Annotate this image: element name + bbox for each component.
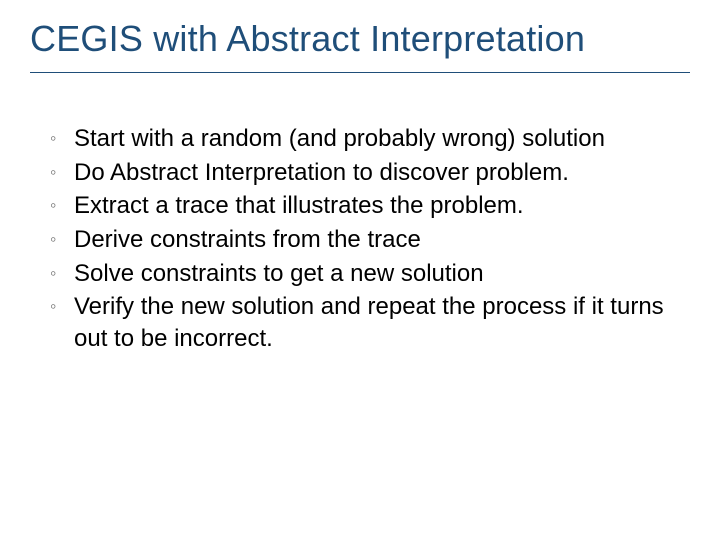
slide-title: CEGIS with Abstract Interpretation <box>30 18 690 70</box>
bullet-list: ◦ Start with a random (and probably wron… <box>30 123 690 355</box>
bullet-text: Start with a random (and probably wrong)… <box>74 123 670 155</box>
list-item: ◦ Derive constraints from the trace <box>50 224 670 256</box>
bullet-marker-icon: ◦ <box>50 258 74 286</box>
list-item: ◦ Solve constraints to get a new solutio… <box>50 258 670 290</box>
bullet-text: Solve constraints to get a new solution <box>74 258 670 290</box>
bullet-text: Extract a trace that illustrates the pro… <box>74 190 670 222</box>
bullet-marker-icon: ◦ <box>50 224 74 252</box>
list-item: ◦ Start with a random (and probably wron… <box>50 123 670 155</box>
bullet-text: Do Abstract Interpretation to discover p… <box>74 157 670 189</box>
list-item: ◦ Verify the new solution and repeat the… <box>50 291 670 354</box>
bullet-marker-icon: ◦ <box>50 291 74 319</box>
bullet-text: Derive constraints from the trace <box>74 224 670 256</box>
list-item: ◦ Extract a trace that illustrates the p… <box>50 190 670 222</box>
bullet-marker-icon: ◦ <box>50 123 74 151</box>
bullet-text: Verify the new solution and repeat the p… <box>74 291 670 354</box>
bullet-marker-icon: ◦ <box>50 157 74 185</box>
title-underline <box>30 72 690 73</box>
list-item: ◦ Do Abstract Interpretation to discover… <box>50 157 670 189</box>
bullet-marker-icon: ◦ <box>50 190 74 218</box>
slide: CEGIS with Abstract Interpretation ◦ Sta… <box>0 0 720 540</box>
